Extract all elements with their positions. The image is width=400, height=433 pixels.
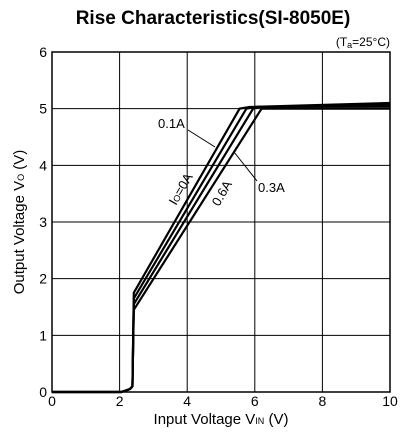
x-tick-label: 0 — [48, 393, 56, 409]
condition-suffix: =25°C) — [352, 35, 390, 49]
x-axis-label-unit: (V) — [264, 411, 288, 428]
x-tick-labels: 0 2 4 6 8 10 — [48, 393, 398, 409]
x-tick-label: 6 — [251, 393, 259, 409]
x-tick-label: 10 — [382, 393, 398, 409]
chart-title: Rise Characteristics(SI-8050E) — [76, 8, 351, 29]
y-axis-label-sub: O — [16, 174, 26, 181]
condition-sub: a — [347, 40, 352, 50]
x-axis-label: Input Voltage VIN (V) — [154, 411, 289, 428]
x-axis-label-sub: IN — [255, 416, 264, 426]
y-tick-label: 5 — [39, 101, 47, 117]
x-axis-label-main: Input Voltage V — [154, 411, 256, 428]
y-axis-label-unit: (V) — [11, 150, 28, 174]
y-axis-label-main: Output Voltage V — [11, 181, 28, 294]
series-line-0-1a — [52, 103, 391, 394]
x-tick-label: 2 — [116, 393, 124, 409]
annotation-0-6a: 0.6A — [209, 178, 236, 209]
y-tick-label: 4 — [39, 157, 47, 173]
temperature-condition: (Ta=25°C) — [336, 35, 390, 50]
annotation-io-sub: O — [171, 193, 183, 204]
annotation-0-3a-arrow — [233, 151, 258, 182]
y-tick-label: 6 — [39, 44, 47, 60]
series-line-io-0a — [52, 101, 391, 394]
y-tick-label: 0 — [39, 384, 47, 400]
y-tick-label: 1 — [39, 327, 47, 343]
y-tick-labels: 0 1 2 3 4 5 6 — [39, 44, 47, 400]
annotation-0-3a: 0.3A — [258, 180, 285, 195]
annotation-0-1a-arrow — [187, 129, 216, 148]
plot-frame — [51, 51, 391, 393]
y-tick-label: 3 — [39, 214, 47, 230]
series-lines — [52, 101, 391, 394]
grid-lines — [52, 52, 390, 392]
condition-prefix: (T — [336, 35, 348, 49]
x-tick-label: 4 — [183, 393, 191, 409]
y-tick-label: 2 — [39, 271, 47, 287]
annotation-io-suffix: =0A — [171, 170, 196, 198]
x-tick-label: 8 — [319, 393, 327, 409]
annotation-0-1a: 0.1A — [158, 116, 185, 131]
y-axis-label: Output Voltage VO (V) — [11, 150, 28, 295]
series-line-0-3a — [52, 105, 391, 394]
annotation-io-main: I — [166, 197, 181, 208]
